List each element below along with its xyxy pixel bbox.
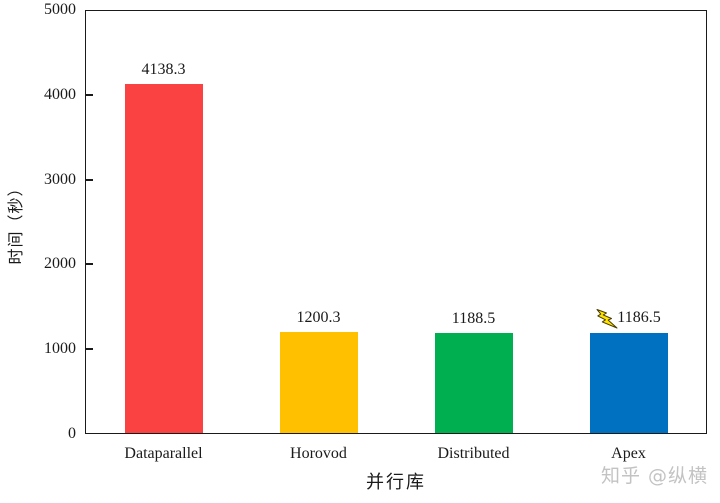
y-tick-mark [86,94,93,97]
y-tick-mark [86,178,93,181]
y-tick-label-4000: 4000 [44,85,76,103]
bar-value-text: 1200.3 [296,308,341,326]
bar-value-label-dataparallel: 4138.3 [84,60,244,79]
watermark: 知乎 @纵横 [600,465,708,487]
y-tick-label-1000: 1000 [44,340,76,358]
bar-value-label-distributed: 1188.5 [394,309,554,328]
x-category-label-distributed: Distributed [437,445,510,462]
lightning-icon [596,308,618,329]
bar-value-label-horovod: 1200.3 [239,308,399,327]
y-tick-label-3000: 3000 [44,170,76,188]
y-tick-label-5000: 5000 [44,1,76,18]
y-tick-mark [86,263,93,266]
x-category-label-dataparallel: Dataparallel [124,445,203,462]
y-tick-label-2000: 2000 [44,255,76,273]
x-axis-title: 并行库 [366,472,426,492]
y-tick-label-0: 0 [68,425,76,442]
bar-apex [589,332,668,433]
x-category-label-apex: Apex [611,445,646,462]
y-tick-mark [86,347,93,350]
plot-area: 4138.3 1200.3 1188.5 1186.5 [85,10,707,434]
y-axis-tick-labels: 0 1000 2000 3000 4000 5000 [0,1,76,442]
bar-dataparallel [124,83,203,433]
bar-value-text: 1186.5 [617,309,661,327]
bar-distributed [434,332,513,433]
bar-horovod [279,331,358,433]
bar-value-text: 1188.5 [451,309,496,327]
bar-value-label-apex: 1186.5 [549,308,709,329]
bar-value-text: 4138.3 [141,60,186,78]
x-category-label-horovod: Horovod [290,445,347,462]
